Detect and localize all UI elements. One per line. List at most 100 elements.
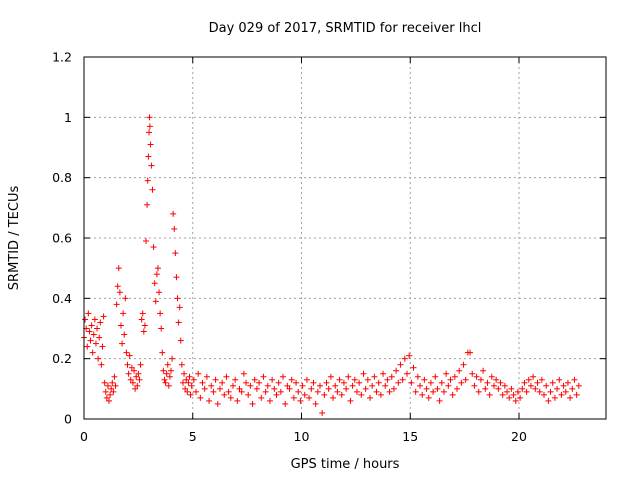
data-point: [290, 394, 297, 401]
data-point: [493, 376, 500, 383]
data-point: [115, 265, 122, 272]
data-point: [536, 388, 543, 395]
data-point: [188, 382, 195, 389]
data-point: [558, 391, 565, 398]
data-point: [107, 391, 114, 398]
data-point: [120, 310, 127, 317]
data-point: [330, 394, 337, 401]
data-point: [412, 388, 419, 395]
data-point: [377, 391, 384, 398]
data-point: [393, 367, 400, 374]
data-point: [458, 379, 465, 386]
data-point: [364, 376, 371, 383]
data-point: [122, 295, 129, 302]
data-point: [297, 397, 304, 404]
data-point: [521, 379, 528, 386]
data-point: [112, 382, 119, 389]
data-point: [216, 385, 223, 392]
data-point: [99, 343, 106, 350]
data-point: [380, 370, 387, 377]
y-tick-label: 1: [64, 110, 72, 125]
y-tick-label: 0.4: [52, 291, 72, 306]
x-tick-label: 15: [402, 429, 418, 444]
data-point: [473, 373, 480, 380]
data-point: [123, 349, 130, 356]
data-point: [249, 400, 256, 407]
x-tick-label: 0: [80, 429, 88, 444]
data-point: [360, 370, 367, 377]
data-point: [284, 382, 291, 389]
data-point: [173, 274, 180, 281]
data-point: [260, 373, 267, 380]
data-point: [460, 361, 467, 368]
data-point: [229, 382, 236, 389]
data-point: [109, 379, 116, 386]
data-point: [124, 361, 131, 368]
data-point: [517, 394, 524, 401]
data-point: [456, 367, 463, 374]
data-point: [306, 394, 313, 401]
data-point: [140, 328, 147, 335]
data-point: [146, 114, 153, 121]
data-point: [89, 349, 96, 356]
data-point: [388, 373, 395, 380]
data-point: [560, 382, 567, 389]
data-point: [232, 376, 239, 383]
data-point: [436, 397, 443, 404]
data-point: [277, 388, 284, 395]
data-point: [236, 385, 243, 392]
data-point: [534, 379, 541, 386]
data-point: [159, 349, 166, 356]
data-point: [575, 382, 582, 389]
data-point: [486, 391, 493, 398]
data-point: [165, 382, 172, 389]
data-point: [414, 373, 421, 380]
data-point: [264, 382, 271, 389]
data-point: [251, 376, 258, 383]
data-point: [258, 394, 265, 401]
data-point: [146, 123, 153, 130]
data-point: [114, 283, 121, 290]
data-point: [308, 385, 315, 392]
data-point: [223, 373, 230, 380]
data-point: [96, 334, 103, 341]
data-point: [195, 370, 202, 377]
data-point: [104, 382, 111, 389]
data-point: [556, 376, 563, 383]
data-point: [282, 400, 289, 407]
data-point: [179, 379, 186, 386]
data-point: [269, 376, 276, 383]
data-point: [512, 397, 519, 404]
data-point: [508, 385, 515, 392]
data-point: [375, 379, 382, 386]
data-point: [135, 370, 142, 377]
data-point: [212, 376, 219, 383]
data-point: [86, 328, 93, 335]
data-point: [497, 379, 504, 386]
data-point: [471, 382, 478, 389]
data-point: [170, 210, 177, 217]
data-point: [171, 225, 178, 232]
data-point: [353, 388, 360, 395]
data-point: [266, 397, 273, 404]
data-point: [119, 340, 126, 347]
data-point: [154, 265, 161, 272]
data-point: [132, 385, 139, 392]
data-point: [221, 391, 228, 398]
data-point: [571, 376, 578, 383]
data-point: [94, 325, 101, 332]
data-point: [256, 379, 263, 386]
data-point: [133, 373, 140, 380]
data-point: [530, 373, 537, 380]
data-point: [334, 388, 341, 395]
data-point: [108, 385, 115, 392]
data-point: [312, 400, 319, 407]
data-point: [358, 391, 365, 398]
data-point: [567, 394, 574, 401]
data-point: [193, 388, 200, 395]
data-point: [138, 316, 145, 323]
y-tick-label: 0.8: [52, 170, 72, 185]
data-point: [547, 388, 554, 395]
data-point: [262, 388, 269, 395]
data-point: [134, 382, 141, 389]
